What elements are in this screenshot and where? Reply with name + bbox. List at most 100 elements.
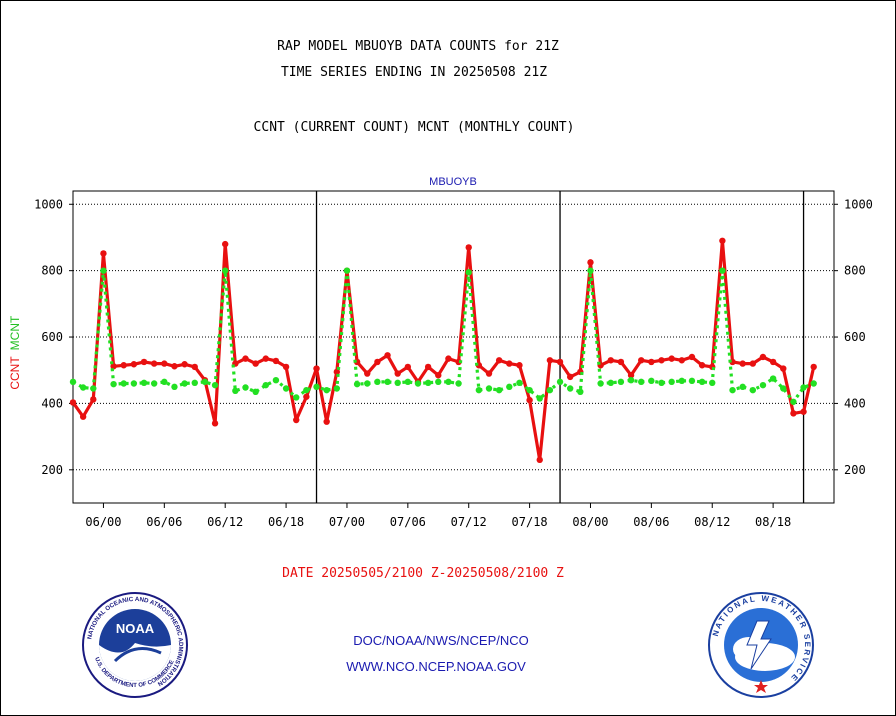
mcnt-point (161, 378, 168, 386)
y-tick-label: 400 (41, 396, 63, 410)
ccnt-point (658, 357, 665, 364)
mcnt-point (272, 376, 280, 384)
ccnt-point (485, 370, 493, 377)
ccnt-point (627, 372, 635, 379)
mcnt-point (90, 385, 97, 392)
ccnt-point (90, 396, 97, 403)
x-tick-label: 06/12 (207, 515, 243, 529)
mcnt-point (810, 380, 817, 387)
ccnt-point (536, 456, 543, 464)
ccnt-point (465, 244, 472, 251)
mcnt-point (587, 267, 594, 274)
ccnt-point (688, 353, 696, 361)
y-label-mcnt: MCNT (8, 315, 22, 350)
x-tick-label: 07/06 (390, 515, 426, 529)
ccnt-point (506, 360, 513, 367)
y-tick-label: 1000 (34, 197, 63, 211)
series (69, 237, 817, 464)
x-tick-label: 07/18 (512, 515, 548, 529)
ccnt-point (495, 357, 503, 364)
ccnt-point (161, 360, 168, 367)
ccnt-point (110, 363, 117, 370)
ccnt-point (364, 370, 371, 377)
x-tick-label: 08/18 (755, 515, 791, 529)
mcnt-point (668, 378, 675, 386)
x-tick-label: 06/06 (146, 515, 182, 529)
x-tick-label: 06/18 (268, 515, 304, 529)
mcnt-point (495, 386, 503, 394)
mcnt-point (739, 383, 746, 391)
mcnt-point (526, 386, 533, 394)
ccnt-point (282, 363, 290, 371)
mcnt-point (252, 388, 259, 396)
ccnt-point (242, 355, 249, 362)
ccnt-point (374, 358, 381, 366)
ccnt-point (140, 358, 148, 366)
nws-logo-icon: NATIONAL WEATHER SERVICE (708, 592, 814, 698)
ccnt-point (171, 363, 178, 370)
ccnt-point (191, 363, 198, 371)
ccnt-point (759, 353, 767, 361)
mcnt-point (465, 269, 472, 276)
mcnt-point (130, 380, 138, 387)
ccnt-point (678, 357, 685, 364)
y-tick-label: 200 (41, 463, 63, 477)
org-path: DOC/NOAA/NWS/NCEP/NCO (353, 633, 529, 648)
y-tick-label-right: 600 (844, 330, 866, 344)
mcnt-point (120, 380, 127, 387)
title-line-1: RAP MODEL MBUOYB DATA COUNTS for 21Z (277, 39, 559, 54)
ccnt-point (617, 358, 625, 366)
ccnt-point (648, 358, 655, 366)
mcnt-point (658, 379, 665, 387)
x-tick-label: 08/00 (572, 515, 608, 529)
mcnt-point (800, 384, 807, 391)
y-tick-label-right: 800 (844, 264, 866, 278)
x-tick-label: 07/12 (451, 515, 487, 529)
ccnt-point (719, 237, 726, 244)
mcnt-point (617, 378, 625, 386)
ccnt-point (516, 362, 523, 369)
ccnt-point (262, 355, 269, 362)
ccnt-point (424, 363, 432, 371)
mcnt-point (709, 379, 716, 387)
mcnt-point (333, 385, 341, 392)
ccnt-point (293, 416, 300, 424)
x-tick-label: 06/00 (85, 515, 121, 529)
ccnt-point (638, 357, 645, 364)
ccnt-point (404, 363, 412, 371)
mcnt-point (150, 380, 158, 387)
noaa-logo-icon: NATIONAL OCEANIC AND ATMOSPHERIC ADMINIS… (82, 592, 188, 698)
mcnt-point (790, 398, 797, 405)
ccnt-point (394, 370, 401, 377)
website-link[interactable]: WWW.NCO.NCEP.NOAA.GOV (346, 659, 526, 674)
mcnt-point (384, 378, 391, 386)
mcnt-point (729, 386, 736, 394)
mcnt-point (627, 376, 635, 384)
ccnt-point (810, 363, 817, 371)
ccnt-point (435, 372, 442, 379)
mcnt-point (638, 378, 645, 386)
x-tick-label: 08/12 (694, 515, 730, 529)
ccnt-point (150, 360, 158, 367)
ccnt-point (130, 361, 138, 368)
ccnt-point (384, 352, 391, 359)
title-line-2: TIME SERIES ENDING IN 20250508 21Z (280, 65, 548, 80)
ccnt-point (607, 357, 614, 364)
ccnt-point (668, 355, 675, 362)
mcnt-point (678, 377, 685, 385)
plot-border (72, 190, 835, 504)
mcnt-point (566, 385, 574, 392)
mcnt-point (516, 379, 523, 387)
mcnt-point (759, 381, 767, 389)
ccnt-point (800, 408, 807, 415)
mcnt-point (698, 378, 706, 386)
ccnt-point (79, 413, 87, 420)
y-tick-label-right: 200 (844, 463, 866, 477)
mcnt-point (100, 267, 107, 274)
ccnt-point (323, 418, 330, 425)
ccnt-point (526, 396, 533, 404)
mcnt-point (222, 267, 229, 274)
mcnt-point (171, 383, 178, 391)
mcnt-point (607, 379, 614, 387)
